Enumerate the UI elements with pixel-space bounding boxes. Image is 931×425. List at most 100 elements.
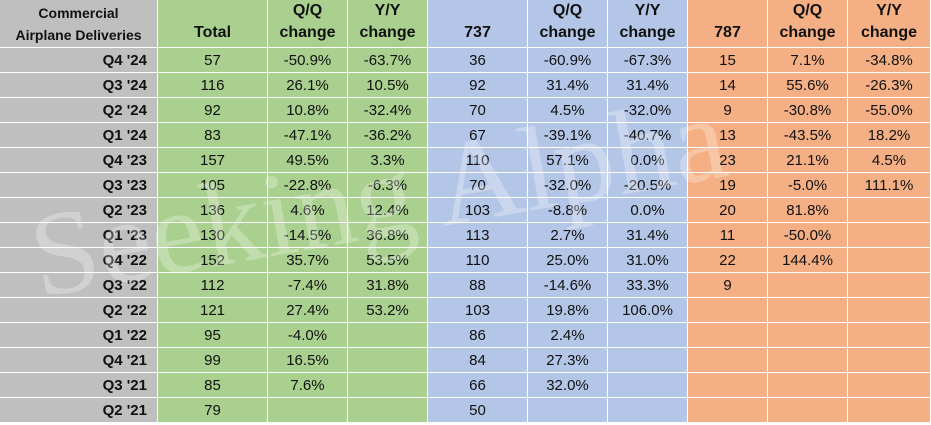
row-label: Q3 '23 xyxy=(0,173,158,198)
data-cell: 70 xyxy=(428,173,528,198)
header-text: Q/Q xyxy=(292,2,323,19)
header-cell: Total xyxy=(158,0,268,48)
data-cell: 25.0% xyxy=(528,248,608,273)
header-cell: Y/Y change xyxy=(608,0,688,48)
data-cell: -47.1% xyxy=(268,123,348,148)
data-cell: -14.6% xyxy=(528,273,608,298)
data-cell: -6.3% xyxy=(348,173,428,198)
data-cell xyxy=(768,373,848,398)
data-cell xyxy=(848,198,931,223)
data-cell: 7.1% xyxy=(768,48,848,73)
data-cell xyxy=(348,398,428,423)
header-text: Total xyxy=(193,24,232,41)
header-cell: Y/Y change xyxy=(848,0,931,48)
data-cell: 55.6% xyxy=(768,73,848,98)
data-cell: 85 xyxy=(158,373,268,398)
data-cell xyxy=(348,373,428,398)
data-cell: 152 xyxy=(158,248,268,273)
data-cell: 105 xyxy=(158,173,268,198)
data-cell xyxy=(848,398,931,423)
data-cell: 0.0% xyxy=(608,148,688,173)
data-cell xyxy=(768,298,848,323)
data-cell: 19 xyxy=(688,173,768,198)
data-cell xyxy=(688,348,768,373)
data-cell xyxy=(848,248,931,273)
data-cell: 67 xyxy=(428,123,528,148)
data-cell xyxy=(848,348,931,373)
header-text: change xyxy=(860,24,917,41)
data-cell: 20 xyxy=(688,198,768,223)
data-cell: -32.4% xyxy=(348,98,428,123)
data-cell: 86 xyxy=(428,323,528,348)
data-cell: 144.4% xyxy=(768,248,848,273)
data-cell: -43.5% xyxy=(768,123,848,148)
data-cell: 26.1% xyxy=(268,73,348,98)
row-label: Q4 '23 xyxy=(0,148,158,173)
data-cell: 53.5% xyxy=(348,248,428,273)
data-cell: 35.7% xyxy=(268,248,348,273)
data-cell: 36 xyxy=(428,48,528,73)
data-cell: 70 xyxy=(428,98,528,123)
data-cell xyxy=(848,273,931,298)
data-cell: 4.5% xyxy=(848,148,931,173)
data-cell: -8.8% xyxy=(528,198,608,223)
row-label: Q4 '21 xyxy=(0,348,158,373)
row-label: Q2 '22 xyxy=(0,298,158,323)
data-cell: -30.8% xyxy=(768,98,848,123)
data-cell: 10.5% xyxy=(348,73,428,98)
data-cell: -40.7% xyxy=(608,123,688,148)
data-cell: 11 xyxy=(688,223,768,248)
data-cell: 32.0% xyxy=(528,373,608,398)
data-cell xyxy=(688,323,768,348)
data-cell: 92 xyxy=(428,73,528,98)
data-cell: 22 xyxy=(688,248,768,273)
data-cell: -7.4% xyxy=(268,273,348,298)
row-label: Q2 '21 xyxy=(0,398,158,423)
header-text: Y/Y xyxy=(634,2,661,19)
header-text: Y/Y xyxy=(374,2,401,19)
data-cell: 57.1% xyxy=(528,148,608,173)
row-label: Q1 '24 xyxy=(0,123,158,148)
data-cell xyxy=(608,373,688,398)
data-cell: 10.8% xyxy=(268,98,348,123)
header-text: change xyxy=(779,24,836,41)
data-cell: 31.4% xyxy=(528,73,608,98)
data-cell: 33.3% xyxy=(608,273,688,298)
data-cell xyxy=(688,298,768,323)
data-cell: 66 xyxy=(428,373,528,398)
data-cell: 4.6% xyxy=(268,198,348,223)
data-cell: -50.9% xyxy=(268,48,348,73)
data-cell: -50.0% xyxy=(768,223,848,248)
data-cell xyxy=(848,323,931,348)
data-cell: -39.1% xyxy=(528,123,608,148)
data-cell: -34.8% xyxy=(848,48,931,73)
header-cell: Q/Q change xyxy=(768,0,848,48)
data-cell: 83 xyxy=(158,123,268,148)
data-cell xyxy=(528,398,608,423)
row-label: Q4 '22 xyxy=(0,248,158,273)
data-cell xyxy=(848,298,931,323)
data-cell: 121 xyxy=(158,298,268,323)
data-cell: 36.8% xyxy=(348,223,428,248)
data-cell: 15 xyxy=(688,48,768,73)
data-cell xyxy=(608,398,688,423)
data-cell: 23 xyxy=(688,148,768,173)
data-cell: 31.0% xyxy=(608,248,688,273)
data-cell xyxy=(688,398,768,423)
row-label: Q1 '22 xyxy=(0,323,158,348)
data-cell: 16.5% xyxy=(268,348,348,373)
data-cell: 110 xyxy=(428,248,528,273)
header-text: Q/Q xyxy=(552,2,583,19)
data-cell: 4.5% xyxy=(528,98,608,123)
row-label: Q2 '24 xyxy=(0,98,158,123)
data-cell: 7.6% xyxy=(268,373,348,398)
data-cell: -20.5% xyxy=(608,173,688,198)
data-cell: 13 xyxy=(688,123,768,148)
header-cell: Commercial Airplane Deliveries xyxy=(0,0,158,48)
data-cell: 9 xyxy=(688,273,768,298)
header-text: change xyxy=(619,24,676,41)
header-text: 737 xyxy=(464,24,491,41)
data-cell: 3.3% xyxy=(348,148,428,173)
data-cell xyxy=(768,348,848,373)
